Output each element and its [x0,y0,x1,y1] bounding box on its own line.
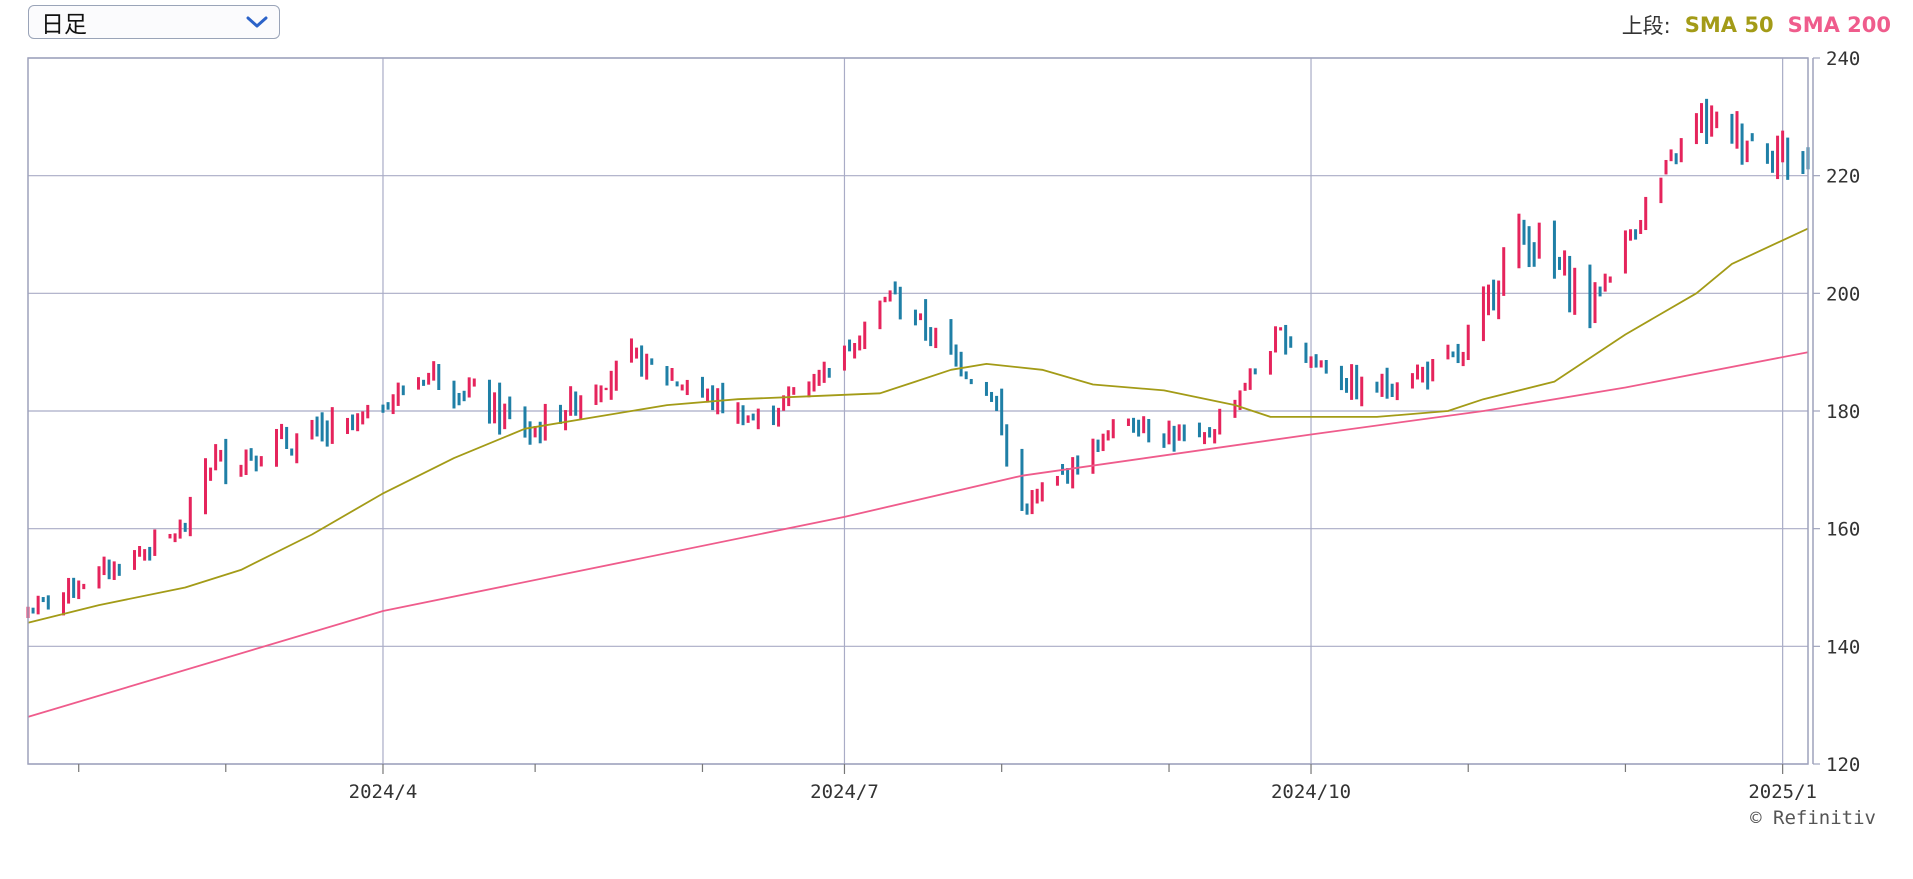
y-tick-label: 180 [1826,401,1860,423]
y-axis: 120 140 160 180 200 220 240 [1813,48,1860,776]
x-axis: 2024/4 2024/7 2024/10 2025/1 [78,764,1817,803]
period-select-value: 日足 [41,12,87,38]
chart-legend: 上段: SMA 50 SMA 200 [1622,10,1891,40]
x-tick-label: 2024/10 [1271,781,1351,803]
legend-prefix: 上段: [1621,14,1671,38]
legend-sma50: SMA 50 [1684,13,1774,37]
copyright-text: © Refinitiv [1750,807,1876,829]
y-tick-label: 200 [1826,283,1860,305]
chevron-down-icon [246,16,268,28]
legend-sma200: SMA 200 [1787,13,1891,37]
y-tick-label: 120 [1826,754,1860,776]
period-select[interactable]: 日足 [28,5,280,39]
plot-frame [27,57,1809,765]
moving-averages [27,227,1809,718]
x-tick-label: 2024/4 [349,781,418,803]
y-tick-label: 140 [1826,636,1860,658]
x-tick-label: 2024/7 [810,781,879,803]
grid-lines [28,57,1808,765]
sma200-line [27,351,1809,718]
y-tick-label: 160 [1826,519,1860,541]
sma50-line [27,227,1809,624]
x-tick-label: 2025/1 [1748,781,1817,803]
y-tick-label: 220 [1826,166,1860,188]
y-tick-label: 240 [1826,48,1860,70]
